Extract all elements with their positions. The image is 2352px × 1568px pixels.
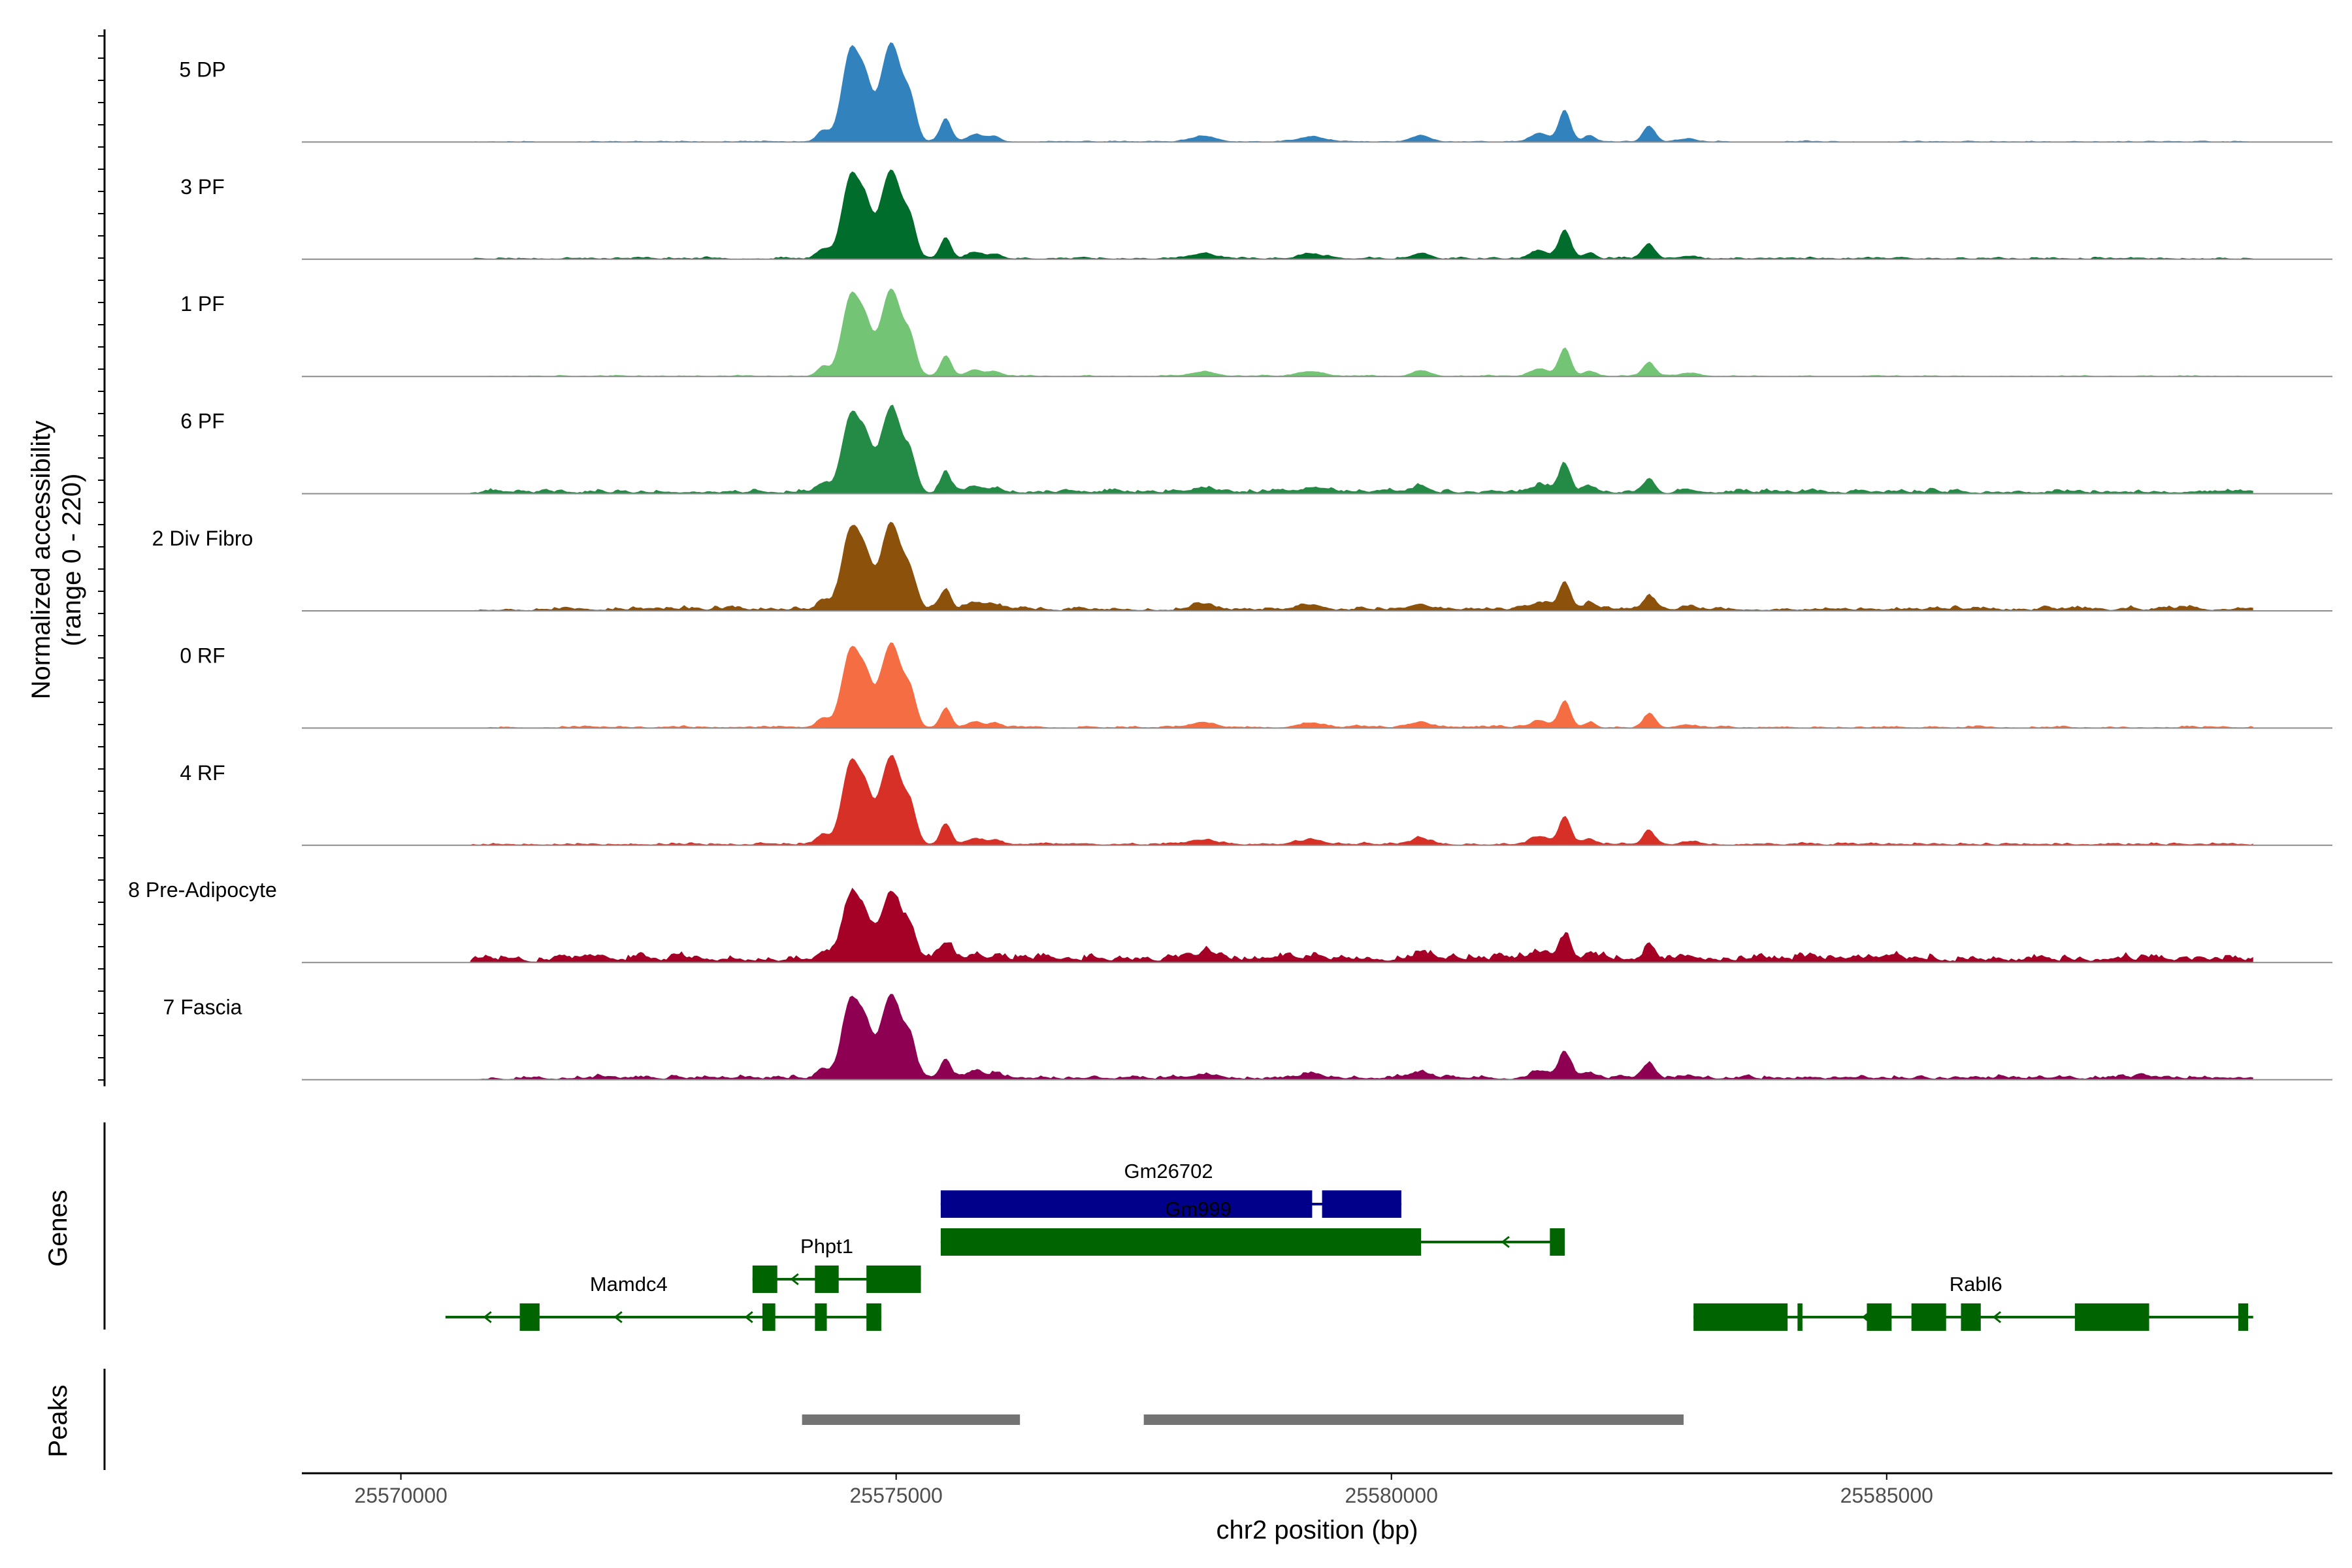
peak-bar-1 (1143, 1414, 1684, 1425)
exon-4-5 (2074, 1303, 2149, 1331)
coverage-area-3 (470, 404, 2253, 494)
x-tick-label-1: 25575000 (849, 1484, 942, 1507)
exon-4-4 (1961, 1303, 1981, 1331)
strand-arrow-2-0 (790, 1273, 799, 1286)
exon-4-3 (1911, 1303, 1946, 1331)
coverage-area-5 (470, 642, 2253, 728)
track-label-6: 4 RF (180, 761, 225, 785)
gene-label-2: Phpt1 (800, 1235, 853, 1258)
track-label-1: 3 PF (180, 175, 225, 199)
strand-arrow-3-1 (613, 1311, 623, 1324)
track-label-2: 1 PF (180, 292, 225, 316)
peak-bar-0 (802, 1414, 1021, 1425)
exon-1-0 (940, 1228, 1422, 1256)
strand-arrow-1-4 (1501, 1235, 1510, 1249)
x-axis: 25570000 25575000 25580000 25585000 (302, 1472, 2332, 1507)
exon-3-3 (866, 1303, 881, 1331)
exon-4-1 (1797, 1303, 1803, 1331)
coverage-area-1 (470, 169, 2253, 259)
exon-2-2 (866, 1266, 921, 1293)
x-axis-title: chr2 position (bp) (1216, 1516, 1418, 1544)
strand-arrow-4-2 (1992, 1311, 2002, 1324)
track-label-7: 8 Pre-Adipocyte (128, 878, 277, 902)
coverage-area-6 (470, 755, 2253, 845)
track-label-4: 2 Div Fibro (152, 527, 253, 550)
exon-0-1 (1322, 1190, 1401, 1218)
gene-label-4: Rabl6 (1950, 1273, 2002, 1296)
x-tick-label-2: 25580000 (1345, 1484, 1438, 1507)
track-label-5: 0 RF (180, 644, 225, 667)
coverage-area-8 (470, 994, 2253, 1080)
genes-panel-label: Genes (44, 1190, 73, 1267)
track-label-0: 5 DP (179, 57, 225, 81)
left-axis (98, 29, 106, 1470)
exon-2-1 (815, 1266, 839, 1293)
track-label-8: 7 Fascia (163, 996, 242, 1019)
coverage-area-0 (470, 42, 2253, 142)
gene-label-1: Gm999 (1165, 1198, 1232, 1220)
peaks-panel-label: Peaks (44, 1384, 73, 1457)
exon-3-0 (519, 1303, 540, 1331)
exon-4-6 (2238, 1303, 2249, 1331)
x-tick-label-0: 25570000 (354, 1484, 447, 1507)
peak-track (802, 1414, 1684, 1425)
exon-2-0 (752, 1266, 777, 1293)
exon-1-1 (1550, 1228, 1565, 1256)
strand-arrow-3-2 (744, 1311, 753, 1324)
gene-label-3: Mamdc4 (590, 1273, 668, 1296)
y-axis-title-line1: Normalized accessibility (27, 421, 56, 700)
y-axis-title-line2: (range 0 - 220) (57, 474, 86, 647)
coverage-area-4 (470, 521, 2253, 611)
exon-0-0 (940, 1190, 1313, 1218)
coverage-tracks: 5 DP 3 PF 1 PF 6 PF 2 Div Fibro 0 RF 4 RF 8 Pre… (128, 42, 2332, 1081)
gene-track: Gm26702 Gm999 Phpt1 Mamdc4 Rabl6 (445, 1160, 2253, 1331)
exon-4-0 (1693, 1303, 1788, 1331)
track-label-3: 6 PF (180, 410, 225, 433)
gene-label-0: Gm26702 (1124, 1160, 1213, 1183)
exon-3-1 (762, 1303, 776, 1331)
coverage-area-7 (470, 887, 2253, 963)
x-tick-label-3: 25585000 (1840, 1484, 1933, 1507)
coverage-area-2 (470, 288, 2253, 377)
exon-4-2 (1867, 1303, 1892, 1331)
strand-arrow-3-0 (483, 1311, 492, 1324)
exon-3-2 (815, 1303, 827, 1331)
